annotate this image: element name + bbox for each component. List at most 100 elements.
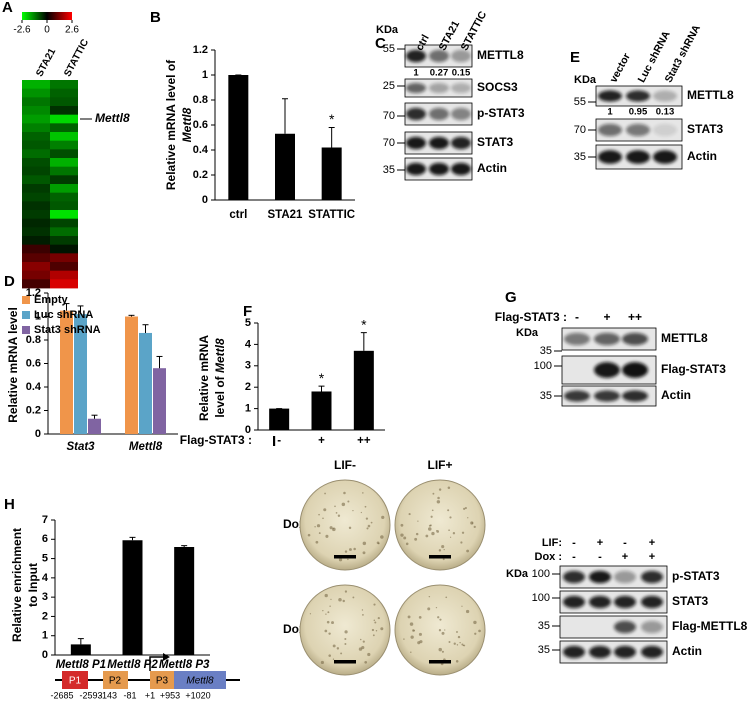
- heatmap-cell: [50, 201, 78, 211]
- colony: [439, 618, 442, 621]
- heatmap-cell: [22, 210, 50, 220]
- blot-strip: [559, 565, 668, 589]
- colony: [441, 631, 445, 635]
- quantification: 0.95: [629, 107, 648, 118]
- colony: [343, 491, 346, 495]
- colony: [365, 517, 369, 520]
- position-label: +1: [145, 690, 155, 700]
- colony: [342, 599, 345, 603]
- panel-letter: A: [2, 0, 13, 16]
- marker-label: 35: [574, 151, 586, 163]
- blot-header: Flag-STAT3 :: [495, 310, 567, 324]
- blot-band: [614, 570, 636, 584]
- protein-label: METTL8: [661, 331, 708, 345]
- heatmap-cell: [22, 236, 50, 246]
- x-axis-label: Flag-STAT3 :: [180, 433, 252, 447]
- colorbar: [22, 12, 72, 20]
- blot-band: [641, 645, 663, 659]
- marker-label: 100: [532, 568, 550, 580]
- legend-swatch: [22, 311, 30, 319]
- blot-band: [429, 136, 449, 150]
- bar: [74, 314, 87, 434]
- y-axis-label-part: to Input: [26, 563, 40, 607]
- blot-band: [622, 362, 648, 378]
- legend-label: Stat3 shRNA: [34, 324, 101, 336]
- colony: [325, 534, 329, 538]
- blot-strip: [559, 640, 668, 664]
- heatmap-cell: [50, 227, 78, 237]
- colony: [332, 527, 336, 532]
- blot-band: [653, 150, 677, 164]
- heatmap-cell: [22, 192, 50, 202]
- colony: [431, 509, 434, 512]
- condition-sign: -: [598, 551, 602, 563]
- y-tick-label: 5: [42, 552, 48, 564]
- colony: [336, 647, 340, 650]
- protein-label: Actin: [687, 149, 717, 163]
- colony: [328, 632, 331, 635]
- lane-label: Stat3 shRNA: [663, 23, 704, 85]
- panel-letter: F: [243, 303, 252, 320]
- panel-letter: E: [570, 49, 580, 66]
- marker-label: 70: [574, 124, 586, 136]
- colony: [362, 551, 366, 555]
- bar: [122, 540, 143, 655]
- colony: [330, 598, 332, 601]
- colony: [325, 613, 327, 615]
- colony: [425, 534, 429, 538]
- colony: [362, 541, 367, 546]
- colony: [473, 620, 477, 625]
- colony: [464, 506, 467, 510]
- colony: [448, 529, 450, 532]
- blot-band: [563, 645, 585, 659]
- colony: [400, 523, 404, 527]
- colony: [324, 492, 326, 495]
- panel-letter: B: [150, 9, 161, 26]
- colony: [344, 550, 348, 553]
- colony: [478, 629, 481, 633]
- quantification: 1: [413, 68, 419, 79]
- colony: [443, 548, 445, 551]
- heatmap-cell: [22, 262, 50, 272]
- colony: [403, 638, 405, 640]
- colony: [322, 609, 324, 612]
- heatmap-cell: [50, 132, 78, 142]
- protein-label: Actin: [661, 388, 691, 402]
- colony: [456, 644, 459, 646]
- x-tick-label: Mettl8 P2: [107, 659, 158, 671]
- significance-mark: *: [361, 316, 367, 332]
- marker-label: 35: [540, 390, 552, 402]
- blot-band: [429, 107, 449, 121]
- heatmap-cell: [22, 132, 50, 142]
- colorbar-tick-label: 2.6: [65, 25, 79, 36]
- colony: [348, 526, 352, 530]
- heatmap-cell: [22, 88, 50, 98]
- colony: [441, 650, 444, 653]
- colony: [347, 558, 349, 561]
- x-tick-label: Stat3: [66, 441, 95, 453]
- heatmap-cell: [50, 218, 78, 228]
- colony: [465, 609, 470, 614]
- x-tick-label: +: [318, 435, 325, 447]
- heatmap-cell: [50, 279, 78, 289]
- colony: [409, 622, 414, 626]
- colony: [455, 659, 459, 663]
- gene-box: [174, 671, 226, 689]
- y-tick-label: 0: [42, 649, 48, 661]
- blot-band: [563, 570, 585, 584]
- blot-band: [589, 595, 611, 609]
- colony: [323, 508, 327, 512]
- colony: [450, 536, 452, 538]
- panel-letter: I: [272, 433, 276, 450]
- y-axis-label-part: Relative mRNA level of: [164, 59, 178, 190]
- y-axis-label: Relative mRNA level: [6, 307, 20, 423]
- gene-label: Mettl8: [186, 676, 214, 687]
- y-tick-label: 2: [42, 610, 48, 622]
- y-tick-label: 3: [42, 591, 48, 603]
- colony: [457, 635, 461, 639]
- x-tick-label: ++: [357, 435, 371, 447]
- colony: [407, 615, 411, 619]
- p3-box: [150, 671, 174, 689]
- heatmap-cell: [50, 140, 78, 150]
- legend-label: Empty: [34, 294, 69, 306]
